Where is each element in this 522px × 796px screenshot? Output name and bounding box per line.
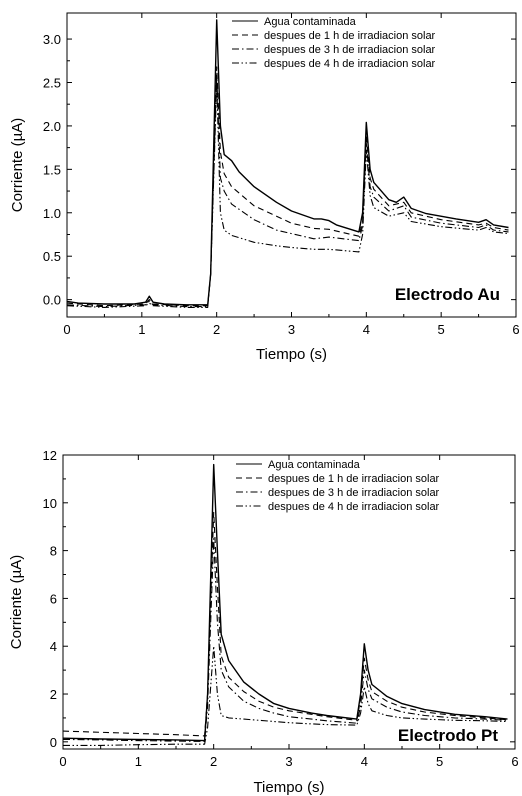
x-tick-label: 4 xyxy=(361,754,368,769)
series-line-3 xyxy=(62,538,508,742)
legend-label-2: despues de 1 h de irradiacion solar xyxy=(268,473,440,485)
x-tick-label: 2 xyxy=(213,322,220,337)
series-line-2 xyxy=(62,511,508,737)
series-line-1 xyxy=(66,19,509,306)
x-tick-label: 1 xyxy=(135,754,142,769)
x-tick-label: 0 xyxy=(63,322,70,337)
legend-label-3: despues de 3 h de irradiacion solar xyxy=(264,44,436,56)
plot-frame xyxy=(62,454,516,750)
y-tick-label: 0.5 xyxy=(43,249,61,264)
electrode-label: Electrodo Au xyxy=(395,285,500,304)
y-tick-label: 12 xyxy=(43,448,57,463)
legend-label-3: despues de 3 h de irradiacion solar xyxy=(268,487,440,499)
y-tick-label: 0 xyxy=(50,735,57,750)
y-tick-label: 2 xyxy=(50,687,57,702)
y-tick-label: 1.0 xyxy=(43,206,61,221)
y-tick-label: 2.0 xyxy=(43,119,61,134)
y-axis-title: Corriente (µA) xyxy=(8,555,25,650)
y-tick-label: 8 xyxy=(50,544,57,559)
series-line-4 xyxy=(66,81,509,308)
legend-label-1: Agua contaminada xyxy=(268,459,361,471)
x-tick-label: 3 xyxy=(288,322,295,337)
x-axis-title: Tiempo (s) xyxy=(256,346,327,363)
legend-label-1: Agua contaminada xyxy=(264,16,357,28)
y-tick-label: 0.0 xyxy=(43,293,61,308)
legend-label-4: despues de 4 h de irradiacion solar xyxy=(268,501,440,513)
x-tick-label: 3 xyxy=(285,754,292,769)
series-line-2 xyxy=(66,66,509,307)
series-line-3 xyxy=(66,73,509,308)
chart-electrodo-au: 0 1 2 3 4 5 6 0.0 0.5 1.0 1.5 2.0 2.5 3.0 Tiempo (s) Co… xyxy=(9,12,520,363)
y-tick-label: 3.0 xyxy=(43,32,61,47)
legend-label-2: despues de 1 h de irradiacion solar xyxy=(264,30,436,42)
y-tick-label: 6 xyxy=(50,591,57,606)
x-tick-label: 5 xyxy=(438,322,445,337)
x-tick-label: 6 xyxy=(511,754,518,769)
x-tick-label: 5 xyxy=(436,754,443,769)
x-axis-title: Tiempo (s) xyxy=(253,779,324,796)
x-tick-label: 4 xyxy=(363,322,370,337)
series-line-4 xyxy=(63,645,508,746)
electrode-label: Electrodo Pt xyxy=(398,726,498,745)
legend-label-4: despues de 4 h de irradiacion solar xyxy=(264,58,436,70)
x-tick-label: 2 xyxy=(210,754,217,769)
y-tick-label: 2.5 xyxy=(43,75,61,90)
x-tick-label: 1 xyxy=(138,322,145,337)
y-tick-label: 1.5 xyxy=(43,162,61,177)
y-tick-label: 4 xyxy=(50,639,57,654)
y-axis-title: Corriente (µA) xyxy=(9,118,26,213)
x-tick-label: 0 xyxy=(59,754,66,769)
y-tick-label: 10 xyxy=(43,496,57,511)
x-tick-label: 6 xyxy=(512,322,519,337)
